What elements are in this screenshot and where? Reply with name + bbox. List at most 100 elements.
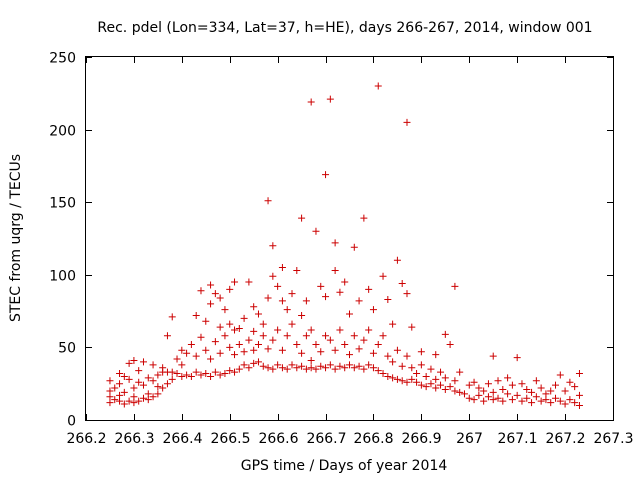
data-point <box>432 351 440 359</box>
data-point <box>432 375 440 383</box>
data-point <box>278 264 286 272</box>
data-point <box>523 394 531 402</box>
data-point <box>571 399 579 407</box>
y-tick-label: 50 <box>58 341 76 357</box>
data-point <box>298 362 306 370</box>
data-point <box>231 368 239 376</box>
data-point <box>484 393 492 401</box>
data-point <box>317 348 325 356</box>
data-point <box>216 323 224 331</box>
data-point <box>235 365 243 373</box>
data-point <box>245 278 253 286</box>
data-point <box>231 351 239 359</box>
data-point <box>288 290 296 298</box>
data-point <box>547 399 555 407</box>
y-tick-label: 200 <box>49 124 76 140</box>
data-point <box>163 332 171 340</box>
data-point <box>278 364 286 372</box>
data-point <box>168 368 176 376</box>
data-point <box>221 306 229 314</box>
data-point <box>331 365 339 373</box>
data-point <box>441 374 449 382</box>
data-point <box>197 371 205 379</box>
chart-title: Rec. pdel (Lon=334, Lat=37, h=HE), days … <box>97 20 592 36</box>
data-point <box>451 377 459 385</box>
data-point <box>566 378 574 386</box>
data-point <box>226 367 234 375</box>
data-point <box>513 354 521 362</box>
data-point <box>341 340 349 348</box>
data-point <box>441 386 449 394</box>
x-tick-label: 266.4 <box>162 431 202 447</box>
data-point <box>288 320 296 328</box>
data-point <box>532 377 540 385</box>
data-point <box>460 390 468 398</box>
data-point <box>312 227 320 235</box>
data-point <box>556 397 564 405</box>
data-point <box>116 380 124 388</box>
data-point <box>130 393 138 401</box>
data-point <box>240 348 248 356</box>
data-point <box>446 383 454 391</box>
data-point <box>135 367 143 375</box>
data-point <box>322 293 330 301</box>
data-point <box>192 311 200 319</box>
data-point <box>369 306 377 314</box>
data-point <box>307 98 315 106</box>
data-point <box>120 372 128 380</box>
data-point <box>139 358 147 366</box>
data-point <box>144 374 152 382</box>
data-point <box>331 346 339 354</box>
data-point <box>278 297 286 305</box>
x-tick-label: 267.3 <box>593 431 633 447</box>
data-point <box>302 297 310 305</box>
data-point <box>312 365 320 373</box>
data-point <box>389 374 397 382</box>
data-point <box>254 310 262 318</box>
y-tick-label: 250 <box>49 51 76 67</box>
data-point <box>537 384 545 392</box>
data-point <box>336 362 344 370</box>
x-tick-label: 267.1 <box>497 431 537 447</box>
data-point <box>403 378 411 386</box>
data-point <box>518 397 526 405</box>
data-point <box>398 377 406 385</box>
y-tick-label: 100 <box>49 269 76 285</box>
data-point <box>393 256 401 264</box>
data-point <box>393 375 401 383</box>
data-point <box>202 346 210 354</box>
data-point <box>417 361 425 369</box>
data-point <box>499 397 507 405</box>
data-point <box>456 368 464 376</box>
x-tick-label: 266.3 <box>114 431 154 447</box>
x-tick-label: 267.2 <box>545 431 585 447</box>
y-tick-label: 150 <box>49 196 76 212</box>
x-tick-label: 266.5 <box>210 431 250 447</box>
data-point <box>456 388 464 396</box>
data-point <box>336 288 344 296</box>
data-point <box>494 377 502 385</box>
data-point <box>211 290 219 298</box>
data-point <box>413 370 421 378</box>
data-point <box>278 346 286 354</box>
data-point <box>139 381 147 389</box>
data-point <box>336 326 344 334</box>
data-point <box>307 364 315 372</box>
data-point <box>283 365 291 373</box>
data-point <box>360 214 368 222</box>
data-point <box>365 285 373 293</box>
data-point <box>571 383 579 391</box>
data-point <box>437 368 445 376</box>
data-point <box>154 371 162 379</box>
data-point <box>398 362 406 370</box>
data-point <box>245 364 253 372</box>
data-point <box>302 332 310 340</box>
data-point <box>207 355 215 363</box>
data-point <box>408 364 416 372</box>
data-point <box>264 345 272 353</box>
data-point <box>552 394 560 402</box>
data-point <box>173 355 181 363</box>
data-point <box>250 346 258 354</box>
x-tick-label: 266.9 <box>401 431 441 447</box>
x-axis-label: GPS time / Days of year 2014 <box>241 458 448 474</box>
